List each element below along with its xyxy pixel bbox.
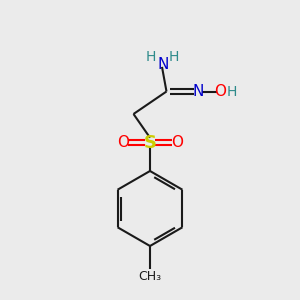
Text: H: H: [168, 50, 178, 64]
Text: N: N: [192, 84, 204, 99]
Text: O: O: [214, 84, 226, 99]
Text: H: H: [146, 50, 156, 64]
Text: N: N: [158, 57, 169, 72]
Text: CH₃: CH₃: [138, 270, 162, 283]
Text: S: S: [143, 134, 157, 152]
Text: O: O: [171, 135, 183, 150]
Text: H: H: [227, 85, 237, 98]
Text: O: O: [117, 135, 129, 150]
